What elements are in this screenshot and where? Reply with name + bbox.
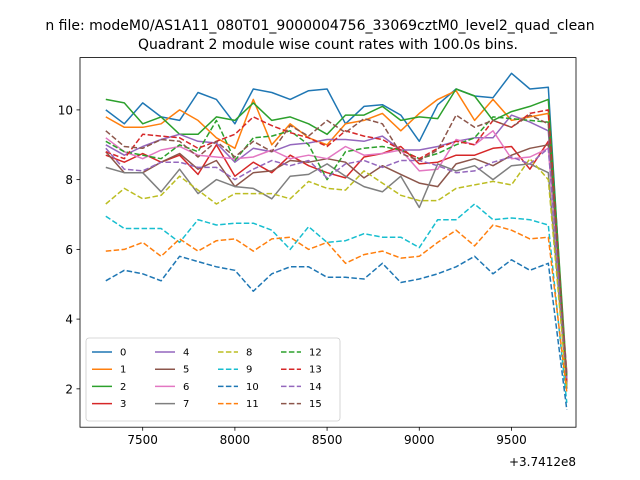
legend-label-6: 6: [183, 382, 189, 393]
legend-label-15: 15: [309, 399, 322, 410]
legend-label-14: 14: [309, 382, 322, 393]
series-line-1: [105, 89, 568, 382]
axes-frame: [79, 57, 577, 428]
series-line-0: [105, 72, 568, 389]
series-line-6: [105, 130, 568, 372]
y-tick-label-4: 4: [65, 313, 73, 327]
legend-label-3: 3: [120, 399, 126, 410]
chart-title: Quadrant 2 module wise count rates with …: [138, 37, 518, 53]
series-line-13: [105, 109, 568, 382]
series-line-2: [105, 88, 568, 375]
x-tick-label-9500: 9500: [496, 433, 527, 447]
legend-label-1: 1: [120, 365, 126, 376]
x-tick-label-8500: 8500: [312, 433, 343, 447]
y-tick-label-6: 6: [65, 243, 73, 257]
series-line-8: [105, 157, 568, 389]
y-tick-label-2: 2: [65, 382, 73, 396]
legend-label-2: 2: [120, 382, 126, 393]
legend-label-8: 8: [246, 348, 252, 359]
legend-label-4: 4: [183, 348, 189, 359]
series-line-5: [105, 144, 568, 386]
series-line-10: [105, 255, 568, 410]
legend-label-13: 13: [309, 365, 322, 376]
x-axis-offset-label: +3.7412e8: [509, 455, 576, 469]
x-tick-label-8000: 8000: [220, 433, 251, 447]
legend-label-9: 9: [246, 365, 252, 376]
legend-label-5: 5: [183, 365, 189, 376]
legend-label-7: 7: [183, 399, 189, 410]
x-tick-label-9000: 9000: [404, 433, 435, 447]
y-tick-label-8: 8: [65, 173, 73, 187]
legend-label-12: 12: [309, 348, 322, 359]
x-tick-label-7500: 7500: [127, 433, 158, 447]
series-line-14: [105, 147, 568, 379]
figure-suptitle: n file: modeM0/AS1A11_080T01_9000004756_…: [45, 18, 594, 34]
legend-box: [85, 337, 341, 422]
series-line-11: [105, 224, 568, 393]
y-tick-label-10: 10: [58, 103, 73, 117]
plot-area: 7500 8000 8500 9000 950024681001234567891011…: [58, 57, 577, 447]
series-line-12: [105, 116, 568, 379]
series-line-9: [105, 203, 568, 403]
series-line-3: [105, 140, 568, 382]
legend-label-10: 10: [246, 382, 259, 393]
legend-label-0: 0: [120, 348, 126, 359]
series-line-15: [105, 114, 568, 375]
legend-label-11: 11: [246, 399, 259, 410]
